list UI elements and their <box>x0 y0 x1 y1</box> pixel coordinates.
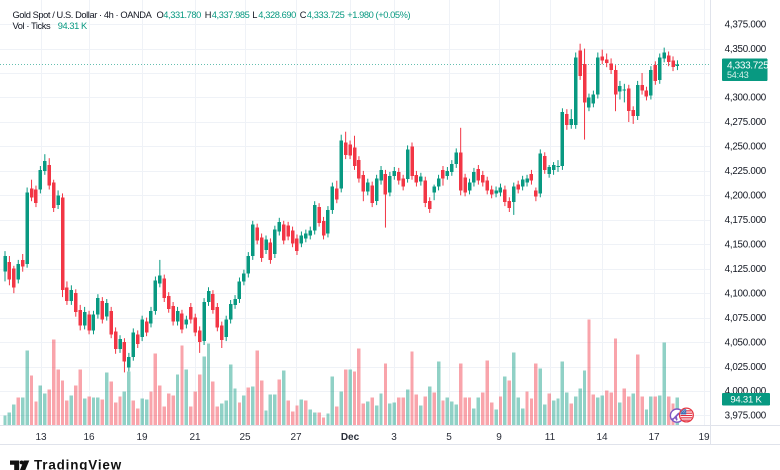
svg-text:+1.980 (+0.05%): +1.980 (+0.05%) <box>347 10 410 20</box>
svg-text:4,050.000: 4,050.000 <box>725 337 767 348</box>
svg-text:4,100.000: 4,100.000 <box>725 288 767 299</box>
svg-text:4,075.000: 4,075.000 <box>725 313 767 324</box>
svg-text:9: 9 <box>496 432 502 443</box>
svg-text:L: L <box>252 10 257 20</box>
svg-text:4,275.000: 4,275.000 <box>725 117 767 128</box>
svg-text:4,333.725: 4,333.725 <box>307 10 345 20</box>
svg-text:4,337.985: 4,337.985 <box>212 10 250 20</box>
svg-text:5: 5 <box>446 432 452 443</box>
svg-text:4,150.000: 4,150.000 <box>725 240 767 251</box>
svg-text:54:43: 54:43 <box>727 70 749 80</box>
svg-text:4,225.000: 4,225.000 <box>725 166 767 177</box>
svg-text:4,300.000: 4,300.000 <box>725 93 767 104</box>
svg-text:4,350.000: 4,350.000 <box>725 44 767 55</box>
svg-text:H: H <box>205 10 211 20</box>
svg-text:4,025.000: 4,025.000 <box>725 362 767 373</box>
svg-text:27: 27 <box>290 432 302 443</box>
svg-text:25: 25 <box>239 432 251 443</box>
svg-text:4,328.690: 4,328.690 <box>258 10 296 20</box>
svg-text:Vol · Ticks: Vol · Ticks <box>13 21 52 31</box>
svg-text:O: O <box>157 10 164 20</box>
svg-text:94.31 K: 94.31 K <box>58 21 88 31</box>
svg-text:19: 19 <box>698 432 710 443</box>
svg-text:3: 3 <box>391 432 397 443</box>
svg-text:4,125.000: 4,125.000 <box>725 264 767 275</box>
svg-text:4,175.000: 4,175.000 <box>725 215 767 226</box>
svg-text:4,375.000: 4,375.000 <box>725 19 767 30</box>
svg-text:4,000.000: 4,000.000 <box>725 386 767 397</box>
svg-text:21: 21 <box>189 432 201 443</box>
svg-text:19: 19 <box>136 432 148 443</box>
svg-text:94.31 K: 94.31 K <box>730 395 762 406</box>
svg-text:4,333.725: 4,333.725 <box>727 61 769 72</box>
svg-text:4,250.000: 4,250.000 <box>725 142 767 153</box>
svg-text:16: 16 <box>83 432 95 443</box>
svg-text:Gold Spot / U.S. Dollar · 4h ·: Gold Spot / U.S. Dollar · 4h · OANDA <box>13 10 153 20</box>
svg-text:14: 14 <box>596 432 608 443</box>
svg-text:Dec: Dec <box>341 432 360 443</box>
svg-text:TradingView: TradingView <box>34 457 122 470</box>
svg-text:4,200.000: 4,200.000 <box>725 191 767 202</box>
svg-text:11: 11 <box>545 432 556 443</box>
svg-text:3,975.000: 3,975.000 <box>725 411 767 422</box>
svg-text:17: 17 <box>648 432 660 443</box>
svg-text:13: 13 <box>35 432 47 443</box>
svg-text:4,331.780: 4,331.780 <box>163 10 201 20</box>
svg-text:C: C <box>300 10 307 20</box>
